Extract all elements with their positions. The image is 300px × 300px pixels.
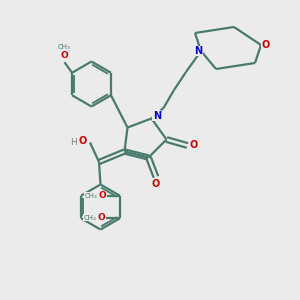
- Text: CH₃: CH₃: [85, 193, 97, 199]
- Text: O: O: [261, 40, 270, 50]
- Text: H: H: [70, 138, 77, 147]
- Text: O: O: [78, 136, 87, 146]
- Text: CH₃: CH₃: [84, 215, 96, 221]
- Text: O: O: [190, 140, 198, 151]
- Text: O: O: [97, 213, 105, 222]
- Text: N: N: [194, 46, 202, 56]
- Text: CH₃: CH₃: [58, 44, 70, 50]
- Text: O: O: [98, 191, 106, 200]
- Text: O: O: [152, 178, 160, 189]
- Text: O: O: [60, 51, 68, 60]
- Text: N: N: [153, 110, 161, 121]
